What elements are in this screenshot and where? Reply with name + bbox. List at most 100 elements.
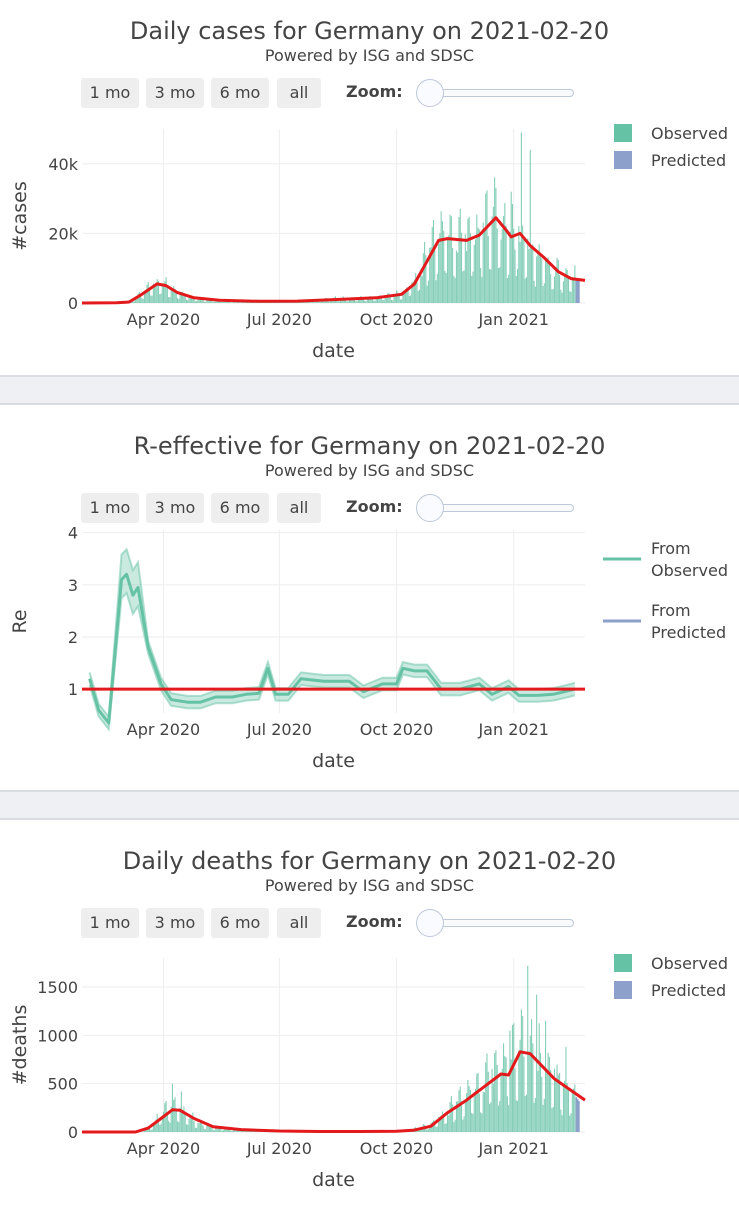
deaths-observed-bar xyxy=(542,1105,543,1132)
cases-observed-bar xyxy=(357,301,358,303)
cases-y-tick-label: 40k xyxy=(48,155,78,174)
deaths-observed-bar xyxy=(530,1036,531,1132)
deaths-observed-bar xyxy=(513,1023,514,1132)
cases-observed-bar xyxy=(550,274,551,303)
deaths-observed-bar xyxy=(462,1120,463,1132)
cases-observed-bar xyxy=(214,302,215,303)
deaths-observed-bar xyxy=(472,1114,473,1132)
cases-observed-bar xyxy=(527,238,528,303)
deaths-observed-bar xyxy=(199,1123,200,1132)
cases-observed-bar xyxy=(232,302,233,303)
cases-observed-bar xyxy=(442,221,443,303)
cases-observed-bar xyxy=(554,276,555,303)
deaths-observed-bar xyxy=(492,1069,493,1132)
cases-observed-bar xyxy=(423,253,424,303)
deaths-observed-bar xyxy=(527,966,528,1132)
cases-observed-bar xyxy=(167,288,168,303)
cases-legend-observed-swatch xyxy=(614,124,632,142)
cases-observed-bar xyxy=(560,290,561,303)
cases-observed-bar xyxy=(574,265,575,303)
deaths-observed-bar xyxy=(570,1113,571,1132)
deaths-legend-predicted-label: Predicted xyxy=(651,981,726,1000)
deaths-observed-bar xyxy=(442,1111,443,1132)
cases-observed-bar xyxy=(444,271,445,303)
cases-observed-bar xyxy=(467,219,468,303)
deaths-observed-bar xyxy=(204,1129,205,1132)
deaths-observed-bar xyxy=(549,1057,550,1132)
cases-observed-bar xyxy=(512,204,513,303)
deaths-observed-bar xyxy=(522,1016,523,1132)
cases-observed-bar xyxy=(169,297,170,303)
cases-observed-bar xyxy=(162,286,163,303)
cases-observed-bar xyxy=(437,274,438,303)
deaths-observed-bar xyxy=(506,1057,507,1132)
deaths-observed-bar xyxy=(516,1100,517,1132)
cases-observed-bar xyxy=(395,296,396,303)
deaths-observed-bar xyxy=(512,1025,513,1132)
cases-observed-bar xyxy=(461,233,462,303)
deaths-observed-bar xyxy=(450,1102,451,1132)
cases-observed-bar xyxy=(570,292,571,303)
cases-observed-bar xyxy=(456,251,457,303)
deaths-observed-bar xyxy=(169,1123,170,1132)
cases-observed-bar xyxy=(525,279,526,303)
cases-observed-bar xyxy=(472,272,473,303)
deaths-observed-bar xyxy=(453,1122,454,1132)
re-x-tick-label: Jan 2021 xyxy=(477,720,548,739)
cases-observed-bar xyxy=(204,302,205,303)
cases-observed-bar xyxy=(518,226,519,303)
cases-observed-bar xyxy=(390,297,391,303)
deaths-observed-bar xyxy=(573,1088,574,1132)
cases-observed-bar xyxy=(230,302,231,303)
deaths-observed-bar xyxy=(176,1111,177,1132)
deaths-observed-bar xyxy=(484,1092,485,1132)
cases-observed-bar xyxy=(568,275,569,303)
cases-observed-bar xyxy=(485,194,486,303)
deaths-observed-bar xyxy=(172,1084,173,1132)
deaths-x-tick-label: Oct 2020 xyxy=(360,1139,433,1158)
cases-observed-bar xyxy=(511,192,512,303)
cases-observed-bar xyxy=(494,177,495,303)
cases-observed-bar xyxy=(495,188,496,303)
cases-observed-bar xyxy=(475,240,476,303)
cases-observed-bar xyxy=(402,294,403,303)
deaths-observed-bar xyxy=(446,1123,447,1132)
deaths-observed-bar xyxy=(485,1062,486,1132)
cases-observed-bar xyxy=(374,301,375,303)
cases-observed-bar xyxy=(401,299,402,303)
deaths-observed-bar xyxy=(518,1050,519,1132)
re-observed-lower-line xyxy=(90,593,575,729)
re-y-tick-label: 4 xyxy=(68,524,78,543)
re-y-axis-title: Re xyxy=(9,609,31,633)
cases-observed-bar xyxy=(460,209,461,303)
cases-observed-bar xyxy=(146,285,147,303)
cases-observed-bar xyxy=(497,228,498,303)
cases-observed-bar xyxy=(469,217,470,303)
re-legend-observed-label-line2: Observed xyxy=(651,561,728,580)
cases-x-tick-label: Jan 2021 xyxy=(477,310,548,329)
cases-observed-bar xyxy=(498,268,499,303)
cases-observed-bar xyxy=(488,236,489,303)
deaths-observed-bar xyxy=(173,1100,174,1132)
cases-observed-bar xyxy=(188,297,189,303)
re-x-tick-label: Jul 2020 xyxy=(246,720,312,739)
cases-observed-bar xyxy=(339,301,340,303)
deaths-observed-bar xyxy=(182,1111,183,1132)
re-x-tick-label: Oct 2020 xyxy=(360,720,433,739)
cases-observed-bar xyxy=(536,256,537,303)
cases-observed-bar xyxy=(428,281,429,303)
cases-observed-bar xyxy=(171,290,172,303)
cases-observed-bar xyxy=(382,300,383,303)
cases-observed-bar xyxy=(530,150,531,303)
deaths-observed-bar xyxy=(216,1128,217,1132)
cases-observed-bar xyxy=(239,302,240,303)
cases-observed-bar xyxy=(415,273,416,303)
deaths-observed-bar xyxy=(548,1053,549,1132)
deaths-observed-bar xyxy=(467,1080,468,1132)
deaths-observed-bar xyxy=(177,1121,178,1132)
cases-observed-bar xyxy=(443,231,444,303)
cases-observed-bar xyxy=(466,251,467,303)
cases-observed-bar xyxy=(553,289,554,303)
cases-observed-bar xyxy=(572,277,573,303)
cases-observed-bar xyxy=(517,269,518,303)
